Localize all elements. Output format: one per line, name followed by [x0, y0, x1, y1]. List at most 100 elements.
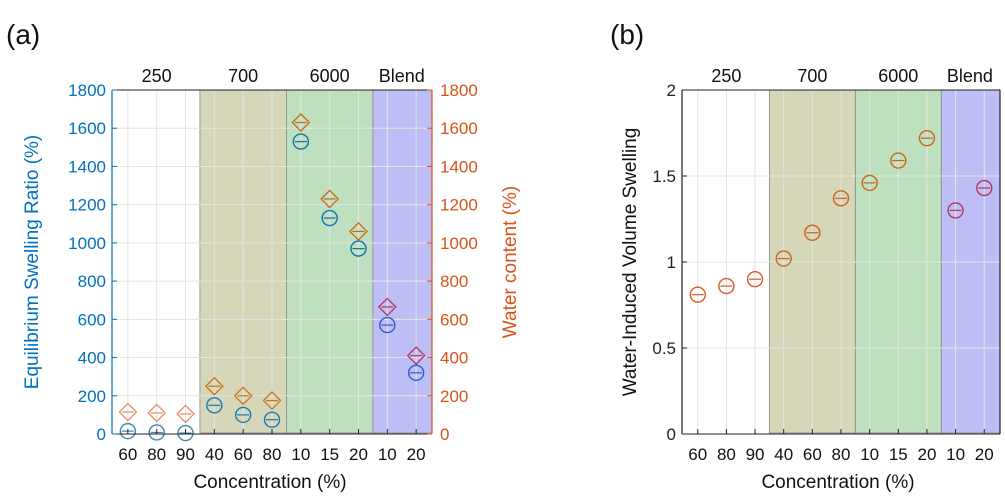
panel-b-x-tick-label: 90 [746, 445, 765, 464]
panel-b-x-axis-label: Concentration (%) [761, 472, 914, 493]
panel-b-point-circle [718, 277, 735, 295]
panel-a-point-circle [350, 240, 367, 257]
panel-a-grid [112, 89, 432, 435]
panel-a-point-circle [177, 424, 194, 442]
panel-b-marks [689, 129, 993, 303]
panel-a-point-diamond [147, 403, 167, 423]
panel-a-y2-tick-label: 1000 [440, 234, 478, 253]
panel-a-point-circle [148, 424, 165, 441]
panel-b-x-tick-label: 40 [774, 445, 793, 464]
panel-a-y2-axis-label: Water content (%) [500, 186, 521, 338]
panel-a: (a) 0 200 400 600 800 1000 1200 1400 1600 1800 0 20… [6, 19, 521, 493]
panel-b-y-axis-label: Water-Induced Volume Swelling [620, 128, 641, 397]
panel-b-x-tick-label: 20 [975, 445, 994, 464]
panel-a-y-axis-label: Equilibrium Swelling Ratio (%) [22, 135, 43, 389]
panel-b-point-circle [832, 190, 850, 207]
panel-b-x-tick-label: 10 [946, 445, 965, 464]
panel-a-x-tick-label: 10 [378, 445, 397, 464]
panel-a-point-circle [379, 316, 396, 334]
panel-a-y2-tick-label: 200 [440, 387, 468, 406]
panel-b-group-label: 250 [711, 66, 741, 86]
panel-b-point-circle [890, 152, 907, 169]
panel-a-x-tick-label: 15 [320, 445, 339, 464]
panel-b-y-tick-label: 0 [667, 425, 676, 444]
panel-a-point-diamond [204, 376, 224, 396]
panel-a-y-tick-label: 0 [97, 425, 106, 444]
panel-a-point-circle [263, 411, 281, 428]
panel-a-y-tick-label: 400 [78, 349, 106, 368]
panel-b-group-labels: 250 700 6000 Blend [711, 66, 993, 86]
panel-b-group-label: 6000 [878, 66, 918, 86]
panel-b-y-tick-label: 2 [667, 81, 676, 100]
panel-a-point-diamond [262, 391, 282, 410]
panel-a-group-bands [199, 89, 433, 434]
panel-b-point-circle [746, 271, 764, 288]
panel-a-x-axis-label: Concentration (%) [193, 472, 346, 493]
panel-b-y-tick-label: 1.5 [652, 167, 676, 186]
panel-b-point-circle [918, 129, 936, 147]
panel-b-point-circle [804, 224, 821, 241]
panel-b-axes [681, 89, 1001, 435]
panel-a-point-diamond [349, 222, 368, 241]
panel-a-x-tick-label: 60 [234, 445, 253, 464]
panel-b-grid [682, 89, 1000, 435]
panel-a-point-diamond [233, 386, 253, 406]
panel-a-y-tick-label: 200 [78, 387, 106, 406]
panel-a-group-labels: 250 700 6000 Blend [142, 66, 425, 86]
panel-b-point-circle [947, 202, 964, 219]
panel-a-point-diamond [176, 404, 195, 424]
panel-b-point-circle [775, 250, 792, 267]
panel-a-x-tick-label: 10 [291, 445, 310, 464]
panel-b-x-tick-label: 15 [889, 445, 908, 464]
panel-a-y2-tick-label: 400 [440, 349, 468, 368]
panel-a-y-tick-label: 800 [78, 272, 106, 291]
panel-a-y-tick-label: 1800 [68, 81, 106, 100]
panel-a-x-tick-label: 40 [205, 445, 224, 464]
panel-a-y-tick-label: 1600 [68, 119, 106, 138]
panel-a-y2-tick-label: 1400 [440, 157, 478, 176]
panel-a-point-circle [321, 209, 338, 227]
panel-a-point-diamond [320, 189, 340, 209]
panel-a-x-tick-label: 60 [118, 445, 137, 464]
panel-a-point-diamond [291, 113, 311, 132]
panel-a-marks [118, 113, 426, 442]
panel-b-x-tick-label: 80 [717, 445, 736, 464]
panel-b-point-circle [861, 174, 878, 192]
panel-a-band-blend [372, 89, 433, 434]
panel-a-point-circle [119, 422, 137, 440]
panel-b-point-circle [689, 286, 706, 303]
panel-a-group-label: 6000 [310, 66, 350, 86]
panel-a-y2-tick-label: 1600 [440, 119, 478, 138]
panel-a-group-label: Blend [379, 66, 425, 86]
panel-a-x-tick-label: 20 [407, 445, 426, 464]
panel-a-y2-tick-label: 600 [440, 310, 468, 329]
panel-a-point-circle [292, 133, 310, 150]
panel-a-point-circle [206, 397, 223, 414]
panel-a-axes [111, 89, 433, 435]
panel-b-x-tick-label: 10 [860, 445, 879, 464]
panel-b: (b) 0 0.5 1 1.5 2 60 80 90 40 60 80 10 15 20 10 20 250 7… [610, 19, 1001, 493]
panel-b-point-circle [976, 179, 993, 197]
panel-a-y2-tick-label: 1200 [440, 196, 478, 215]
panel-a-point-diamond [118, 402, 138, 422]
panel-a-y2-tick-label: 1800 [440, 81, 478, 100]
panel-a-point-circle [407, 364, 425, 382]
panel-a-x-tick-label: 90 [176, 445, 195, 464]
panel-b-x-tick-label: 60 [803, 445, 822, 464]
panel-a-x-tick-label: 80 [263, 445, 282, 464]
panel-a-x-tick-label: 20 [349, 445, 368, 464]
panel-a-x-tick-label: 80 [147, 445, 166, 464]
panel-b-label: (b) [610, 19, 644, 50]
panel-a-y2-tick-label: 800 [440, 272, 468, 291]
panel-b-group-label: 700 [797, 66, 827, 86]
panel-a-y-tick-label: 1200 [68, 196, 106, 215]
panel-a-label: (a) [6, 19, 40, 50]
panel-b-x-tick-label: 60 [688, 445, 707, 464]
panel-a-y2-tick-label: 0 [440, 425, 449, 444]
panel-a-point-circle [234, 406, 252, 424]
panel-b-tick-labels: 0 0.5 1 1.5 2 60 80 90 40 60 80 10 15 20 10 20 [652, 81, 993, 464]
panel-b-y-tick-label: 0.5 [652, 339, 676, 358]
panel-a-y-tick-label: 1400 [68, 157, 106, 176]
panel-a-group-label: 700 [228, 66, 258, 86]
